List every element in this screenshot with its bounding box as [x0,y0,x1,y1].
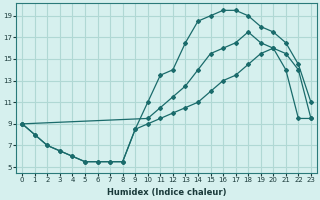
X-axis label: Humidex (Indice chaleur): Humidex (Indice chaleur) [107,188,226,197]
